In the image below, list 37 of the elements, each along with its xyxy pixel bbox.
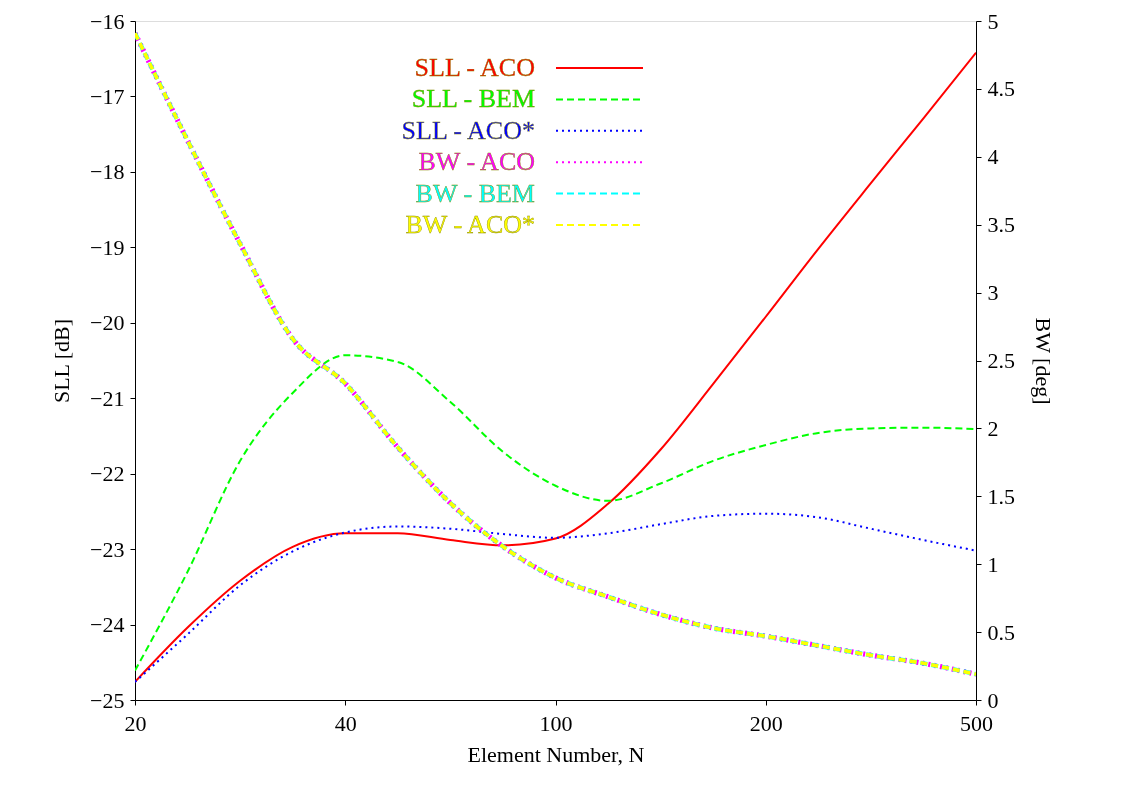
y-tick-label: −25 xyxy=(90,687,125,713)
x-tick-label: 500 xyxy=(960,710,993,736)
y2-tick-label: 0 xyxy=(987,687,999,713)
y-tick-label: −18 xyxy=(90,159,125,185)
y-tick-label: −20 xyxy=(90,310,125,336)
y2-tick-label: 2 xyxy=(987,415,999,441)
y2-tick-label: 4 xyxy=(987,144,999,170)
y2-axis-title: BW [deg] xyxy=(1031,317,1056,405)
legend-label: SLL - ACO* xyxy=(401,115,535,145)
y-tick-label: −17 xyxy=(90,83,125,109)
x-axis-title: Element Number, N xyxy=(467,741,645,767)
legend-label: BW - ACO xyxy=(418,147,535,177)
y-tick-label: −21 xyxy=(90,385,125,411)
y-axis-title: SLL [dB] xyxy=(49,318,75,404)
line-series xyxy=(135,512,976,683)
line-series xyxy=(135,354,976,672)
y2-tick-label: 1.5 xyxy=(987,483,1015,509)
x-tick-label: 200 xyxy=(749,710,783,736)
y2-tick-label: 3 xyxy=(987,280,999,306)
x-tick-label: 100 xyxy=(539,710,573,736)
y-tick-label: −23 xyxy=(90,536,125,562)
legend-label: BW - ACO* xyxy=(405,210,535,239)
legend-label: SLL - ACO xyxy=(414,53,535,82)
x-tick-label: 20 xyxy=(124,710,147,736)
y2-tick-label: 5 xyxy=(987,8,999,34)
y2-tick-label: 1 xyxy=(987,551,999,577)
y2-tick-label: 4.5 xyxy=(987,76,1015,102)
legend-label: SLL - BEM xyxy=(411,84,535,114)
y2-tick-label: 0.5 xyxy=(987,619,1015,645)
x-tick-label: 40 xyxy=(334,710,357,736)
y-tick-label: −22 xyxy=(90,461,125,487)
y-tick-label: −24 xyxy=(90,612,125,638)
y-tick-label: −19 xyxy=(90,234,125,260)
legend-label: BW - BEM xyxy=(415,178,535,208)
y-tick-label: −16 xyxy=(90,8,125,34)
y2-tick-label: 3.5 xyxy=(987,212,1015,238)
y2-tick-label: 2.5 xyxy=(987,348,1015,373)
